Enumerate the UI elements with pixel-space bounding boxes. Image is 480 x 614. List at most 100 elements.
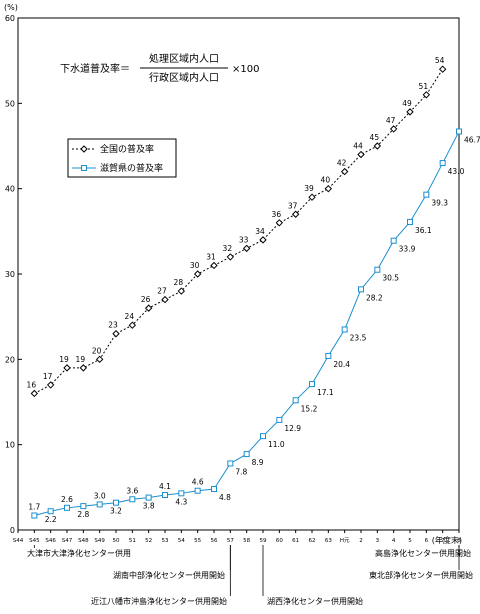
x-tick-label: 56 bbox=[211, 538, 218, 544]
data-label-national: 51 bbox=[419, 82, 429, 91]
data-point-shiga bbox=[390, 237, 397, 244]
data-label-shiga: 4.8 bbox=[219, 493, 231, 502]
data-label-national: 54 bbox=[435, 56, 445, 65]
data-point-national bbox=[406, 108, 414, 116]
data-point-shiga bbox=[145, 494, 152, 501]
formula-lhs: 下水道普及率＝ bbox=[60, 62, 130, 75]
data-label-national: 19 bbox=[76, 355, 86, 364]
data-point-national bbox=[95, 355, 104, 364]
data-label-national: 45 bbox=[370, 133, 380, 142]
y-tick-label: 10 bbox=[5, 441, 15, 450]
data-point-shiga bbox=[194, 487, 201, 494]
data-label-national: 36 bbox=[272, 210, 282, 219]
x-tick-label: 2 bbox=[359, 538, 363, 544]
data-point-national bbox=[389, 125, 398, 133]
formula-multiplier: ×100 bbox=[232, 64, 259, 75]
data-label-shiga: 33.9 bbox=[399, 245, 416, 254]
data-label-shiga: 46.7 bbox=[464, 135, 480, 144]
data-label-shiga: 4.3 bbox=[175, 497, 187, 506]
data-label-national: 47 bbox=[386, 116, 396, 125]
data-label-shiga: 2.6 bbox=[61, 495, 73, 504]
data-label-national: 40 bbox=[321, 176, 331, 185]
data-label-shiga: 3.8 bbox=[143, 502, 155, 511]
data-label-shiga: 20.4 bbox=[333, 360, 350, 369]
data-point-shiga bbox=[407, 218, 413, 225]
data-point-shiga bbox=[439, 160, 446, 167]
data-label-shiga: 30.5 bbox=[382, 274, 399, 283]
data-label-national: 49 bbox=[402, 99, 412, 108]
x-tick-label: 7 bbox=[441, 538, 445, 544]
data-point-shiga bbox=[178, 490, 185, 497]
data-point-national bbox=[63, 364, 71, 372]
legend-entry-national: 全国の普及率 bbox=[100, 143, 154, 155]
data-point-shiga bbox=[341, 326, 348, 333]
data-label-shiga: 39.3 bbox=[431, 199, 448, 208]
data-label-national: 16 bbox=[27, 380, 37, 389]
x-tick-label: 59 bbox=[260, 538, 267, 544]
x-tick-label: 52 bbox=[145, 538, 152, 544]
annotation-text: 近江八幡市沖島浄化センター供用開始 bbox=[91, 596, 227, 606]
data-label-shiga: 7.8 bbox=[235, 467, 247, 476]
data-point-shiga bbox=[243, 451, 250, 458]
data-point-national bbox=[422, 91, 431, 99]
legend-marker-shiga bbox=[81, 165, 87, 171]
data-point-national bbox=[291, 210, 300, 218]
data-label-national: 34 bbox=[255, 227, 265, 236]
data-label-national: 31 bbox=[206, 252, 216, 261]
data-label-shiga: 15.2 bbox=[301, 404, 318, 413]
y-tick-label: 40 bbox=[5, 185, 15, 194]
x-tick-label: 55 bbox=[194, 538, 201, 544]
data-point-shiga bbox=[423, 191, 430, 198]
annotation-text: 大津市大津浄化センター供用 bbox=[27, 548, 131, 558]
data-point-shiga bbox=[260, 433, 266, 440]
data-point-shiga bbox=[374, 266, 381, 273]
data-label-shiga: 3.0 bbox=[94, 491, 106, 500]
data-point-shiga bbox=[292, 397, 299, 404]
data-point-national bbox=[275, 219, 284, 227]
data-label-national: 32 bbox=[223, 244, 233, 253]
data-point-national bbox=[128, 321, 137, 329]
data-point-shiga bbox=[80, 503, 87, 510]
data-point-shiga bbox=[276, 416, 283, 423]
x-tick-label: 58 bbox=[243, 538, 250, 544]
data-point-national bbox=[46, 381, 55, 389]
data-point-shiga bbox=[456, 128, 462, 135]
data-point-national bbox=[357, 150, 365, 159]
data-label-national: 37 bbox=[288, 201, 298, 210]
x-tick-label: S47 bbox=[62, 538, 73, 544]
legend-marker-national bbox=[80, 145, 88, 153]
x-tick-label: S49 bbox=[94, 538, 105, 544]
annotations-layer: 大津市大津浄化センター供用湖南中部浄化センター供用開始近江八幡市沖島浄化センター… bbox=[27, 545, 473, 606]
formula-numerator: 処理区域内人口 bbox=[149, 52, 219, 65]
x-tick-label: 4 bbox=[392, 538, 396, 544]
y-tick-label: 20 bbox=[5, 355, 15, 364]
y-tick-label: 60 bbox=[5, 14, 15, 23]
x-tick-label: 8 bbox=[457, 538, 461, 544]
data-point-national bbox=[193, 270, 202, 278]
data-point-national bbox=[373, 142, 382, 150]
data-label-shiga: 2.8 bbox=[77, 510, 89, 519]
x-tick-label: 62 bbox=[309, 538, 316, 544]
annotation-text: 高島浄化センター供用開始 bbox=[375, 548, 471, 558]
x-axis: S44 S45 S46 S47 S48 S49 50 51 52 53 54 55 56 57 58 59 60… bbox=[13, 530, 461, 544]
x-tick-label: 57 bbox=[227, 538, 234, 544]
data-label-shiga: 17.1 bbox=[317, 388, 334, 397]
data-point-shiga bbox=[113, 499, 119, 506]
data-label-national: 26 bbox=[141, 295, 151, 304]
x-tick-label: 54 bbox=[178, 538, 185, 544]
data-label-shiga: 12.9 bbox=[284, 424, 301, 433]
data-point-shiga bbox=[227, 460, 234, 467]
x-tick-label: 50 bbox=[113, 538, 120, 544]
data-label-national: 39 bbox=[304, 184, 314, 193]
data-label-national: 23 bbox=[108, 321, 118, 330]
data-point-shiga bbox=[96, 501, 103, 508]
x-tick-label: S46 bbox=[45, 538, 56, 544]
data-point-national bbox=[259, 236, 267, 244]
data-label-shiga: 1.7 bbox=[28, 502, 40, 511]
data-point-shiga bbox=[358, 286, 364, 293]
data-label-shiga: 23.5 bbox=[350, 333, 367, 342]
data-point-shiga bbox=[129, 496, 136, 503]
x-tick-label: 6 bbox=[425, 538, 429, 544]
data-point-national bbox=[144, 304, 153, 312]
x-tick-label: S44 bbox=[13, 538, 24, 544]
